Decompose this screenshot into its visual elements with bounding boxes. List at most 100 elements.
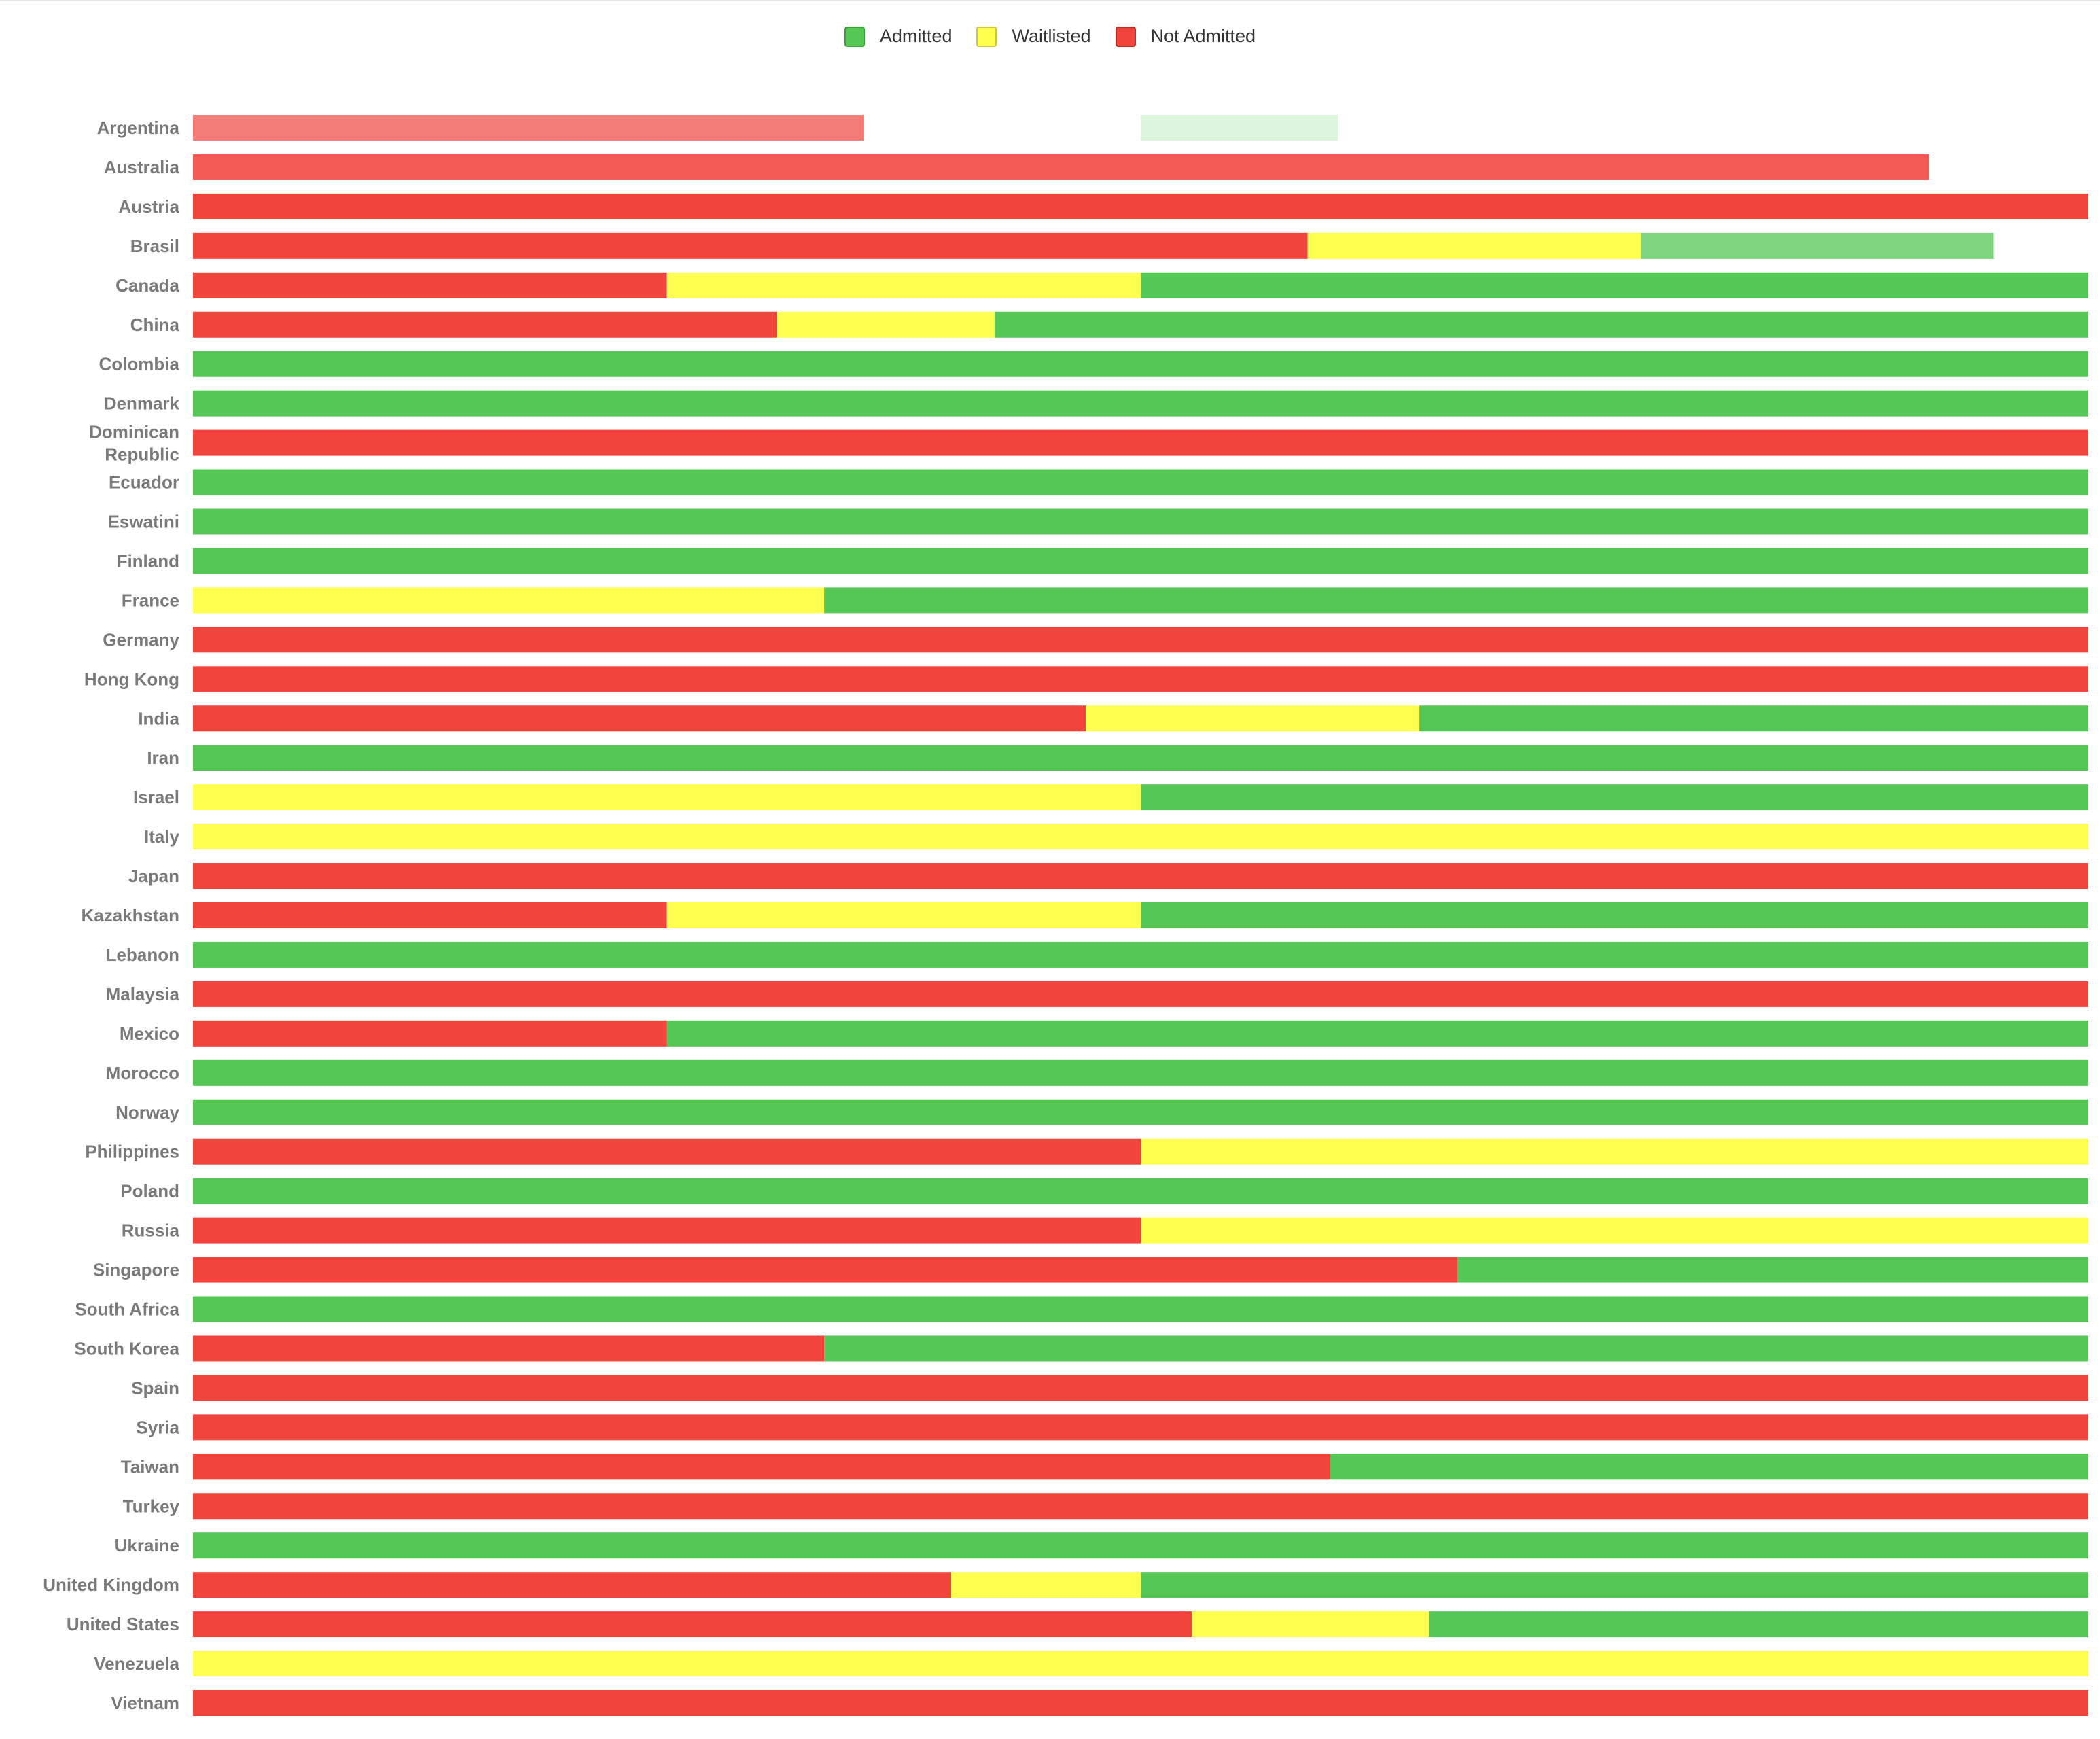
bar-philippines-waitlisted[interactable] (1141, 1138, 2088, 1165)
bar-russia-waitlisted[interactable] (1141, 1217, 2088, 1244)
bar-canada-admitted[interactable] (1141, 272, 2088, 298)
category-label-japan: Japan (128, 866, 179, 886)
bar-china-waitlisted[interactable] (777, 311, 995, 338)
bar-germany-not-admitted[interactable] (193, 627, 2088, 653)
category-label-dominican-republic: Dominican Republic (89, 422, 179, 465)
category-label-venezuela: Venezuela (94, 1653, 179, 1674)
bar-india-admitted[interactable] (1419, 705, 2088, 732)
bar-finland-admitted[interactable] (193, 548, 2088, 574)
legend-swatch-waitlisted (976, 26, 997, 47)
bar-vietnam-not-admitted[interactable] (193, 1690, 2088, 1716)
bar-united-states-waitlisted[interactable] (1192, 1611, 1429, 1638)
legend-item-not-admitted[interactable]: Not Admitted (1115, 26, 1256, 47)
bar-denmark-admitted[interactable] (193, 390, 2088, 417)
bar-italy-waitlisted[interactable] (193, 824, 2088, 850)
bar-austria-not-admitted[interactable] (193, 193, 2088, 219)
bar-india-not-admitted[interactable] (193, 705, 1086, 732)
bar-south-korea-admitted[interactable] (824, 1335, 2088, 1362)
bar-israel-waitlisted[interactable] (193, 784, 1141, 811)
category-label-malaysia: Malaysia (106, 984, 180, 1004)
category-label-south-korea: South Korea (74, 1338, 179, 1358)
bar-norway-admitted[interactable] (193, 1099, 2088, 1125)
bar-france-admitted[interactable] (824, 587, 2088, 614)
category-label-hong-kong: Hong Kong (84, 669, 179, 689)
bar-brasil-waitlisted[interactable] (1307, 232, 1641, 259)
bar-israel-admitted[interactable] (1141, 784, 2088, 811)
bar-ecuador-admitted[interactable] (193, 469, 2088, 495)
legend-label-admitted: Admitted (879, 26, 953, 46)
bar-mexico-admitted[interactable] (666, 1020, 2089, 1047)
bar-kazakhstan-not-admitted[interactable] (193, 902, 667, 928)
category-label-austria: Austria (118, 196, 179, 217)
category-label-colombia: Colombia (99, 354, 180, 374)
category-label-spain: Spain (131, 1377, 179, 1398)
bar-taiwan-admitted[interactable] (1330, 1454, 2088, 1480)
bar-canada-not-admitted[interactable] (193, 272, 667, 298)
bar-russia-not-admitted[interactable] (193, 1217, 1141, 1244)
bar-syria-not-admitted[interactable] (193, 1414, 2088, 1441)
bar-philippines-not-admitted[interactable] (193, 1138, 1141, 1165)
bar-poland-admitted[interactable] (193, 1178, 2088, 1204)
category-label-iran: Iran (147, 748, 179, 768)
bar-iran-admitted[interactable] (193, 745, 2088, 771)
bar-colombia-admitted[interactable] (193, 351, 2088, 377)
bar-singapore-not-admitted[interactable] (193, 1257, 1457, 1283)
bar-argentina-admitted[interactable] (1141, 115, 1338, 141)
bar-brasil-not-admitted[interactable] (193, 232, 1308, 259)
category-label-philippines: Philippines (85, 1142, 179, 1162)
bar-south-korea-not-admitted[interactable] (193, 1335, 825, 1362)
bar-morocco-admitted[interactable] (193, 1059, 2088, 1086)
bar-japan-not-admitted[interactable] (193, 863, 2088, 890)
bar-india-waitlisted[interactable] (1086, 705, 1420, 732)
bar-argentina-not-admitted[interactable] (193, 115, 864, 141)
category-label-israel: Israel (133, 787, 179, 807)
bar-taiwan-not-admitted[interactable] (193, 1454, 1330, 1480)
legend-label-not-admitted: Not Admitted (1150, 26, 1256, 46)
category-label-ukraine: Ukraine (115, 1535, 179, 1556)
bar-united-states-admitted[interactable] (1429, 1611, 2088, 1638)
bar-united-kingdom-not-admitted[interactable] (193, 1572, 951, 1598)
bar-venezuela-waitlisted[interactable] (193, 1651, 2088, 1677)
bar-united-kingdom-waitlisted[interactable] (951, 1572, 1141, 1598)
legend-item-waitlisted[interactable]: Waitlisted (976, 26, 1091, 47)
bar-hong-kong-not-admitted[interactable] (193, 666, 2088, 692)
bar-malaysia-not-admitted[interactable] (193, 981, 2088, 1007)
category-label-eswatini: Eswatini (108, 512, 179, 532)
bar-singapore-admitted[interactable] (1457, 1257, 2088, 1283)
bar-ukraine-admitted[interactable] (193, 1532, 2088, 1559)
category-label-norway: Norway (115, 1102, 179, 1123)
bar-united-kingdom-admitted[interactable] (1141, 1572, 2088, 1598)
bar-kazakhstan-waitlisted[interactable] (666, 902, 1141, 928)
bar-united-states-not-admitted[interactable] (193, 1611, 1192, 1638)
category-label-singapore: Singapore (93, 1260, 179, 1280)
category-label-india: India (138, 708, 179, 728)
category-label-united-states: United States (67, 1614, 179, 1634)
top-divider (0, 0, 2100, 1)
bar-france-waitlisted[interactable] (193, 587, 825, 614)
bar-canada-waitlisted[interactable] (666, 272, 1141, 298)
category-label-lebanon: Lebanon (106, 945, 179, 965)
bar-kazakhstan-admitted[interactable] (1141, 902, 2088, 928)
bar-china-admitted[interactable] (995, 311, 2088, 338)
category-label-germany: Germany (103, 629, 179, 650)
category-label-mexico: Mexico (120, 1023, 179, 1044)
bar-lebanon-admitted[interactable] (193, 941, 2088, 968)
legend-item-admitted[interactable]: Admitted (844, 26, 953, 47)
bar-dominican-republic-not-admitted[interactable] (193, 429, 2088, 456)
bar-turkey-not-admitted[interactable] (193, 1493, 2088, 1520)
bar-brasil-admitted[interactable] (1641, 232, 1994, 259)
category-label-south-africa: South Africa (75, 1299, 179, 1320)
bar-australia-not-admitted[interactable] (193, 154, 1929, 180)
bar-china-not-admitted[interactable] (193, 311, 777, 338)
bar-south-africa-admitted[interactable] (193, 1296, 2088, 1322)
legend-label-waitlisted: Waitlisted (1012, 26, 1091, 46)
category-label-united-kingdom: United Kingdom (43, 1575, 179, 1595)
bar-spain-not-admitted[interactable] (193, 1375, 2088, 1401)
bar-eswatini-admitted[interactable] (193, 508, 2088, 535)
bar-mexico-not-admitted[interactable] (193, 1020, 667, 1047)
category-label-syria: Syria (136, 1417, 179, 1437)
category-label-brasil: Brasil (130, 236, 179, 256)
legend-swatch-not-admitted (1115, 26, 1136, 47)
